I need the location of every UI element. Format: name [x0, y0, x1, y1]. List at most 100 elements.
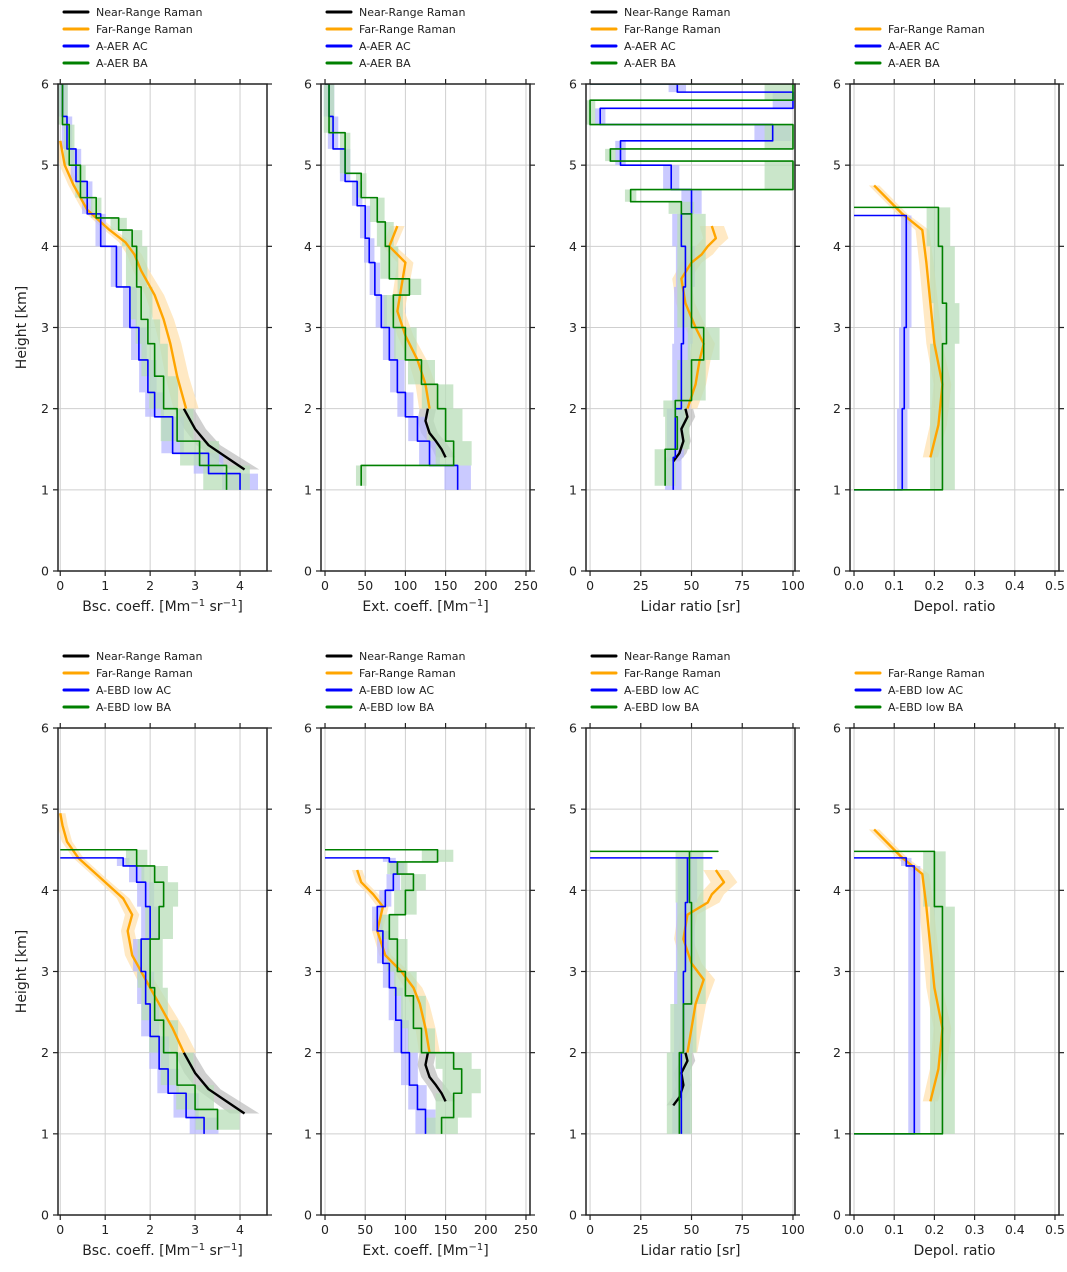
tick-label-x: 0 [56, 578, 64, 593]
series-line [59, 140, 188, 409]
legend-label: Far-Range Raman [624, 667, 721, 680]
tick-label-y: 3 [304, 320, 312, 335]
legend-label: A-EBD low AC [624, 684, 699, 697]
tick-label-y: 0 [304, 564, 312, 579]
uncertainty-band [850, 851, 955, 1134]
uncertainty-band [173, 1052, 260, 1114]
legend: Near-Range Raman Far-Range Raman A-EBD low… [590, 650, 730, 714]
tick-label-y: 1 [569, 482, 577, 497]
plot-area [321, 848, 481, 1134]
series-line [325, 84, 455, 486]
plot-area [58, 813, 260, 1134]
tick-label-x: 100 [393, 1222, 417, 1237]
tick-label-x: 25 [633, 1222, 649, 1237]
legend-label: Near-Range Raman [96, 6, 202, 19]
tick-label-x: 50 [684, 578, 700, 593]
tick-label-x: 0.3 [965, 1222, 985, 1237]
series-line [854, 206, 948, 491]
tick-label-y: 0 [833, 1208, 841, 1223]
legend: Near-Range Raman Far-Range Raman A-EBD low… [62, 650, 202, 714]
uncertainty-band [58, 857, 219, 1134]
tick-label-y: 6 [833, 77, 841, 92]
series-line [60, 857, 205, 1134]
tick-label-y: 2 [833, 401, 841, 416]
legend: Near-Range Raman Far-Range Raman A-AER AC A… [590, 6, 730, 70]
x-axis-label: Lidar ratio [sr] [640, 599, 740, 615]
legend-label: A-EBD low BA [624, 701, 700, 714]
tick-label-y: 5 [569, 802, 577, 817]
tick-label-y: 4 [304, 239, 312, 254]
tick-label-x: 0.0 [844, 1222, 864, 1237]
tick-label-x: 200 [474, 578, 498, 593]
tick-label-x: 150 [434, 578, 458, 593]
legend: Near-Range Raman Far-Range Raman A-EBD low… [325, 650, 465, 714]
series-line [60, 84, 228, 490]
plot-area [850, 828, 955, 1135]
tick-label-y: 2 [569, 1045, 577, 1060]
uncertainty-band [850, 215, 912, 490]
legend-label: A-AER BA [624, 57, 676, 70]
series-line [590, 850, 719, 1134]
tick-label-x: 150 [434, 1222, 458, 1237]
series-line [356, 869, 431, 1053]
series-line [59, 813, 185, 1054]
tick-label-x: 0.2 [924, 1222, 944, 1237]
series-line [873, 828, 944, 1102]
legend-label: Near-Range Raman [624, 650, 730, 663]
tick-label-y: 2 [41, 401, 49, 416]
legend-label: A-AER BA [888, 57, 940, 70]
tick-label-x: 0.1 [884, 578, 904, 593]
tick-label-y: 3 [833, 320, 841, 335]
legend-label: Far-Range Raman [624, 23, 721, 36]
tick-label-x: 0.3 [965, 578, 985, 593]
series-line [424, 1052, 447, 1102]
legend-label: Near-Range Raman [359, 6, 465, 19]
legend-label: Far-Range Raman [96, 667, 193, 680]
tick-label-y: 6 [569, 721, 577, 736]
panel-r2c4: 0.0 0.1 0.2 0.3 0.4 0.5 0 1 2 3 4 5 6 Depol. ratio Far… [833, 667, 1065, 1259]
tick-label-x: 50 [684, 1222, 700, 1237]
legend-label: A-AER AC [96, 40, 148, 53]
tick-label-y: 3 [833, 964, 841, 979]
tick-label-x: 0.4 [1005, 578, 1025, 593]
plot-area [850, 184, 960, 491]
legend-label: A-AER AC [888, 40, 940, 53]
plot-area [586, 84, 795, 490]
uncertainty-band [58, 84, 250, 490]
tick-label-y: 5 [304, 158, 312, 173]
legend-label: A-EBD low BA [359, 701, 435, 714]
series-line [873, 184, 944, 458]
tick-label-x: 0 [321, 1222, 329, 1237]
tick-label-y: 1 [833, 482, 841, 497]
panel-r1c4: 0.0 0.1 0.2 0.3 0.4 0.5 0 1 2 3 4 5 6 Depol. ratio Far… [833, 23, 1065, 615]
plot-area [321, 84, 472, 490]
series-line [672, 408, 689, 463]
tick-label-x: 0 [56, 1222, 64, 1237]
tick-label-y: 5 [833, 802, 841, 817]
series-line [854, 850, 944, 1135]
tick-label-x: 2 [146, 578, 154, 593]
tick-label-x: 200 [474, 1222, 498, 1237]
tick-label-x: 250 [514, 1222, 538, 1237]
tick-label-y: 0 [569, 1208, 577, 1223]
tick-label-x: 4 [236, 1222, 244, 1237]
tick-label-y: 4 [569, 239, 577, 254]
x-axis-label: Lidar ratio [sr] [640, 1243, 740, 1259]
series-line [424, 408, 447, 458]
tick-label-x: 25 [633, 578, 649, 593]
series-line [182, 1052, 246, 1115]
tick-label-y: 0 [304, 1208, 312, 1223]
tick-label-x: 0.5 [1045, 1222, 1065, 1237]
tick-label-y: 5 [41, 158, 49, 173]
tick-label-x: 0 [586, 1222, 594, 1237]
tick-label-y: 1 [41, 482, 49, 497]
panel-r2c1: 0 1 2 3 4 0 1 2 3 4 5 6 Bsc. coeff. [Mm−1 sr−1] Heigh… [14, 650, 272, 1259]
legend: Far-Range Raman A-EBD low AC A-EBD low BA [854, 667, 985, 714]
tick-label-y: 1 [833, 1126, 841, 1141]
y-axis-label: Height [km] [14, 930, 30, 1013]
legend-label: A-AER BA [359, 57, 411, 70]
tick-label-y: 3 [41, 964, 49, 979]
panel-r1c2: 0 50 100 150 200 250 0 1 2 3 4 5 6 Ext. coeff. [Mm−1]… [304, 6, 538, 615]
tick-label-y: 0 [569, 564, 577, 579]
tick-label-x: 50 [357, 578, 373, 593]
